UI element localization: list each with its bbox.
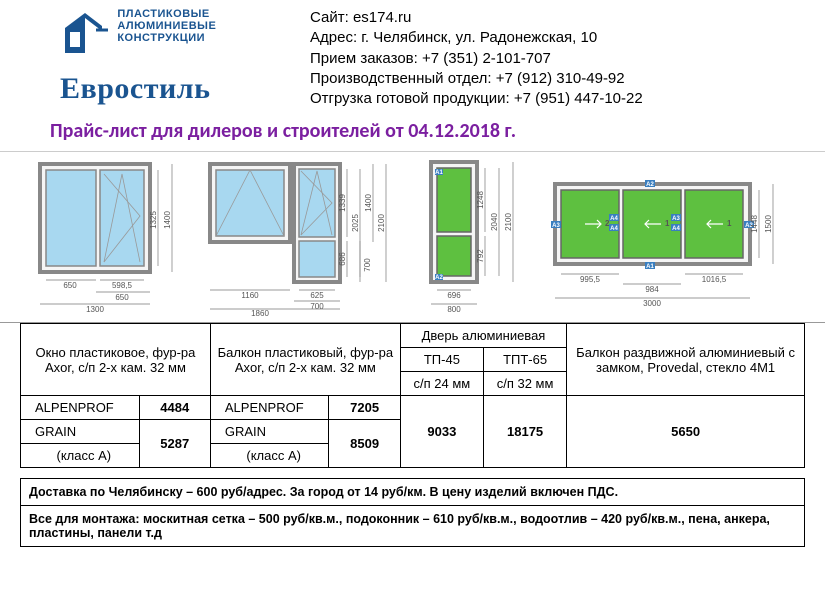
svg-text:A4: A4 (672, 226, 680, 232)
svg-text:1400: 1400 (163, 211, 172, 229)
svg-text:650: 650 (63, 281, 77, 290)
svg-text:1860: 1860 (251, 309, 269, 316)
logo-tagline-3: КОНСТРУКЦИИ (117, 32, 216, 44)
r3-val2: 8509 (329, 420, 400, 468)
footer: Доставка по Челябинску – 600 руб/адрес. … (20, 478, 805, 547)
logo-tagline-2: АЛЮМИНИЕВЫЕ (117, 20, 216, 32)
svg-text:700: 700 (310, 302, 324, 311)
r1-val2: 7205 (329, 396, 400, 420)
col4-desc: Балкон раздвижной алюминиевый с замком, … (567, 324, 805, 396)
svg-text:2100: 2100 (504, 213, 513, 231)
svg-text:792: 792 (476, 249, 485, 263)
logo: ПЛАСТИКОВЫЕ АЛЮМИНИЕВЫЕ КОНСТРУКЦИИ Евро… (60, 8, 290, 109)
r-val5: 5650 (567, 396, 805, 468)
diagram-sliding: 2 1 1 A2 A1 A3 A3 A4 A4 A3 A4 1448 1500 … (545, 152, 795, 316)
svg-text:1: 1 (665, 219, 670, 228)
svg-text:A2: A2 (646, 182, 654, 188)
svg-text:1325: 1325 (149, 211, 158, 229)
r-val3: 9033 (400, 396, 483, 468)
svg-text:686: 686 (338, 252, 347, 266)
svg-text:598,5: 598,5 (112, 281, 133, 290)
svg-text:984: 984 (645, 285, 659, 294)
col2-desc: Балкон пластиковый, фур-ра Axor, с/п 2-х… (210, 324, 400, 396)
diagrams-row: 1325 1400 650 598,5 650 1300 133 (0, 151, 825, 323)
r1-prof2: ALPENPROF (210, 396, 329, 420)
svg-text:1500: 1500 (764, 215, 773, 233)
svg-text:995,5: 995,5 (580, 275, 601, 284)
footer-line-1: Доставка по Челябинску – 600 руб/адрес. … (21, 479, 804, 506)
orders-value: +7 (351) 2-101-707 (422, 50, 551, 67)
svg-text:A2: A2 (435, 275, 443, 281)
addr-value: г. Челябинск, ул. Радонежская, 10 (361, 29, 597, 46)
r3-val1: 5287 (139, 420, 210, 468)
r-val4: 18175 (483, 396, 566, 468)
svg-text:1016,5: 1016,5 (702, 275, 727, 284)
r1-val1: 4484 (139, 396, 210, 420)
svg-text:1400: 1400 (364, 194, 373, 212)
svg-text:2100: 2100 (377, 214, 386, 232)
addr-label: Адрес: (310, 29, 357, 46)
r3-prof1: GRAIN (21, 420, 140, 444)
contacts: Сайт: es174.ru Адрес: г. Челябинск, ул. … (310, 8, 643, 109)
svg-text:1339: 1339 (338, 194, 347, 212)
svg-text:A4: A4 (610, 226, 618, 232)
col3b-spec: с/п 32 мм (483, 372, 566, 396)
svg-text:1448: 1448 (750, 215, 759, 233)
logo-tagline-1: ПЛАСТИКОВЫЕ (117, 8, 216, 20)
svg-text:1: 1 (727, 219, 732, 228)
site-value: es174.ru (353, 9, 411, 26)
svg-text:800: 800 (448, 305, 462, 314)
svg-text:625: 625 (310, 291, 324, 300)
r4-sub1: (класс A) (21, 444, 140, 468)
diagram-balcony-block: 1339 686 2025 700 1400 2100 1160 625 700… (202, 152, 402, 316)
svg-text:A3: A3 (552, 223, 560, 229)
svg-text:A4: A4 (610, 216, 618, 222)
svg-text:A1: A1 (646, 264, 654, 270)
orders-label: Прием заказов: (310, 50, 418, 67)
col3-hdr: Дверь алюминиевая (400, 324, 566, 348)
r1-prof1: ALPENPROF (21, 396, 140, 420)
ship-value: +7 (951) 447-10-22 (514, 90, 643, 107)
col3b-profile: ТПТ-65 (483, 348, 566, 372)
svg-text:3000: 3000 (643, 299, 661, 308)
price-table: Окно пластиковое, фур-ра Axor, с/п 2-х к… (20, 323, 805, 468)
col3a-spec: с/п 24 мм (400, 372, 483, 396)
prod-label: Производственный отдел: (310, 70, 492, 87)
r4-sub2: (класс A) (210, 444, 329, 468)
svg-text:650: 650 (115, 293, 129, 302)
header: ПЛАСТИКОВЫЕ АЛЮМИНИЕВЫЕ КОНСТРУКЦИИ Евро… (0, 0, 825, 114)
svg-text:700: 700 (363, 258, 372, 272)
logo-icon (60, 8, 110, 66)
svg-text:1248: 1248 (476, 191, 485, 209)
col1-desc: Окно пластиковое, фур-ра Axor, с/п 2-х к… (21, 324, 211, 396)
brand-name: Евростиль (60, 72, 290, 106)
col3a-profile: ТП-45 (400, 348, 483, 372)
ship-label: Отгрузка готовой продукции: (310, 90, 510, 107)
page-title: Прайс-лист для дилеров и строителей от 0… (0, 114, 825, 151)
svg-text:A3: A3 (672, 216, 680, 222)
footer-line-2: Все для монтажа: москитная сетка – 500 р… (21, 506, 804, 547)
r3-prof2: GRAIN (210, 420, 329, 444)
svg-text:696: 696 (448, 291, 462, 300)
svg-text:1160: 1160 (241, 291, 259, 300)
svg-text:2025: 2025 (351, 214, 360, 232)
prod-value: +7 (912) 310-49-92 (496, 70, 625, 87)
diagram-door: A1 A2 1248 792 2040 2100 696 800 (413, 152, 533, 316)
svg-text:2040: 2040 (490, 213, 499, 231)
svg-text:1300: 1300 (86, 305, 104, 314)
site-label: Сайт: (310, 9, 349, 26)
diagram-window: 1325 1400 650 598,5 650 1300 (30, 152, 190, 316)
svg-text:A1: A1 (435, 170, 443, 176)
